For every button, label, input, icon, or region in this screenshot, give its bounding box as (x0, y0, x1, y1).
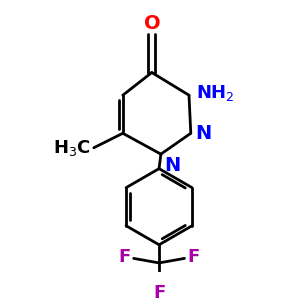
Text: N: N (164, 156, 181, 175)
Text: N: N (195, 124, 212, 143)
Text: O: O (143, 14, 160, 33)
Text: F: F (119, 248, 131, 266)
Text: H$_3$C: H$_3$C (53, 138, 91, 158)
Text: NH$_2$: NH$_2$ (196, 83, 235, 103)
Text: F: F (153, 284, 165, 300)
Text: F: F (187, 248, 200, 266)
